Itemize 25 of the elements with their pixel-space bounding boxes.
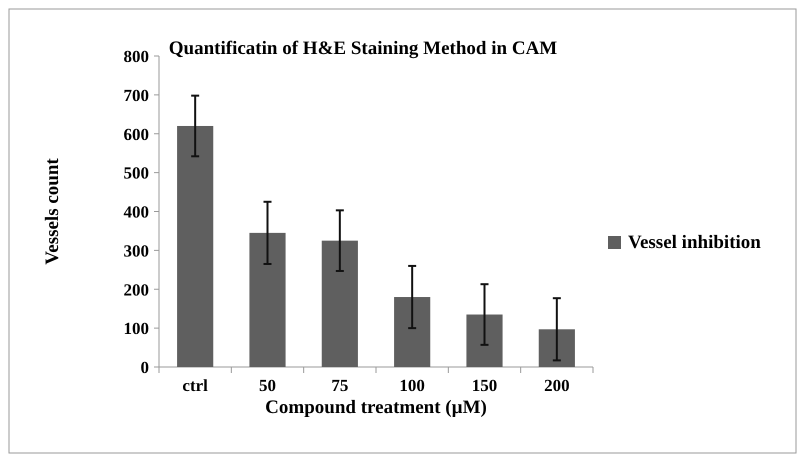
bar	[249, 232, 286, 367]
x-tick-label: 50	[259, 376, 276, 395]
y-tick-label: 300	[124, 241, 149, 260]
bar	[394, 297, 430, 367]
x-tick-label: 75	[331, 376, 348, 395]
bar	[538, 329, 575, 367]
y-tick-label: 400	[124, 202, 149, 222]
x-tick-label: 200	[544, 376, 570, 395]
y-tick-label: 800	[124, 47, 149, 66]
y-tick-label: 700	[124, 86, 149, 105]
bar	[322, 240, 358, 367]
y-axis-title: Vessels count	[42, 158, 63, 265]
y-tick-label: 100	[124, 319, 149, 338]
y-tick-label: 200	[124, 280, 149, 300]
x-tick-label: 100	[399, 376, 425, 395]
x-tick-label: 150	[472, 376, 498, 395]
bar	[466, 314, 503, 367]
y-tick-label: 600	[124, 124, 149, 144]
y-tick-label: 0	[140, 358, 149, 377]
bar	[177, 126, 214, 367]
chart-title: Quantificatin of H&E Staining Method in CAM	[168, 38, 558, 59]
x-axis-title: Compound treatment (µM)	[265, 397, 487, 418]
x-tick-label: ctrl	[182, 376, 208, 395]
y-tick-label: 500	[124, 164, 149, 183]
legend-label: Vessel inhibition	[628, 232, 762, 253]
